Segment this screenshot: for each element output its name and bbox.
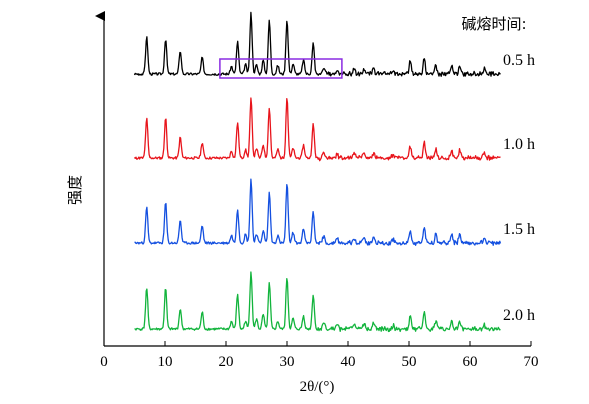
series-label: 2.0 h bbox=[503, 307, 535, 324]
traces bbox=[133, 11, 502, 333]
series-label: 0.5 h bbox=[503, 52, 535, 69]
x-tick-label: 60 bbox=[463, 354, 478, 370]
series-trace bbox=[133, 97, 501, 162]
series-trace bbox=[134, 271, 501, 333]
series-trace bbox=[133, 11, 501, 77]
series-label: 1.5 h bbox=[503, 221, 535, 238]
y-axis-title: 强度 bbox=[67, 175, 84, 205]
x-axis-title: 2θ/(°) bbox=[300, 379, 335, 395]
series-labels: 0.5 h 1.0 h 1.5 h 2.0 h bbox=[503, 52, 535, 324]
legend-title: 碱熔时间: bbox=[461, 15, 526, 33]
x-tick-label: 0 bbox=[100, 354, 108, 370]
series-trace bbox=[134, 178, 502, 246]
x-ticks: 0 10 20 30 40 50 60 70 bbox=[100, 341, 539, 370]
x-tick-label: 40 bbox=[341, 354, 356, 370]
x-tick-label: 10 bbox=[158, 354, 173, 370]
x-tick-label: 50 bbox=[402, 354, 417, 370]
x-tick-label: 20 bbox=[219, 354, 234, 370]
x-tick-label: 30 bbox=[280, 354, 295, 370]
highlight-box bbox=[219, 58, 343, 79]
series-label: 1.0 h bbox=[503, 136, 535, 153]
x-tick-label: 70 bbox=[524, 354, 539, 370]
